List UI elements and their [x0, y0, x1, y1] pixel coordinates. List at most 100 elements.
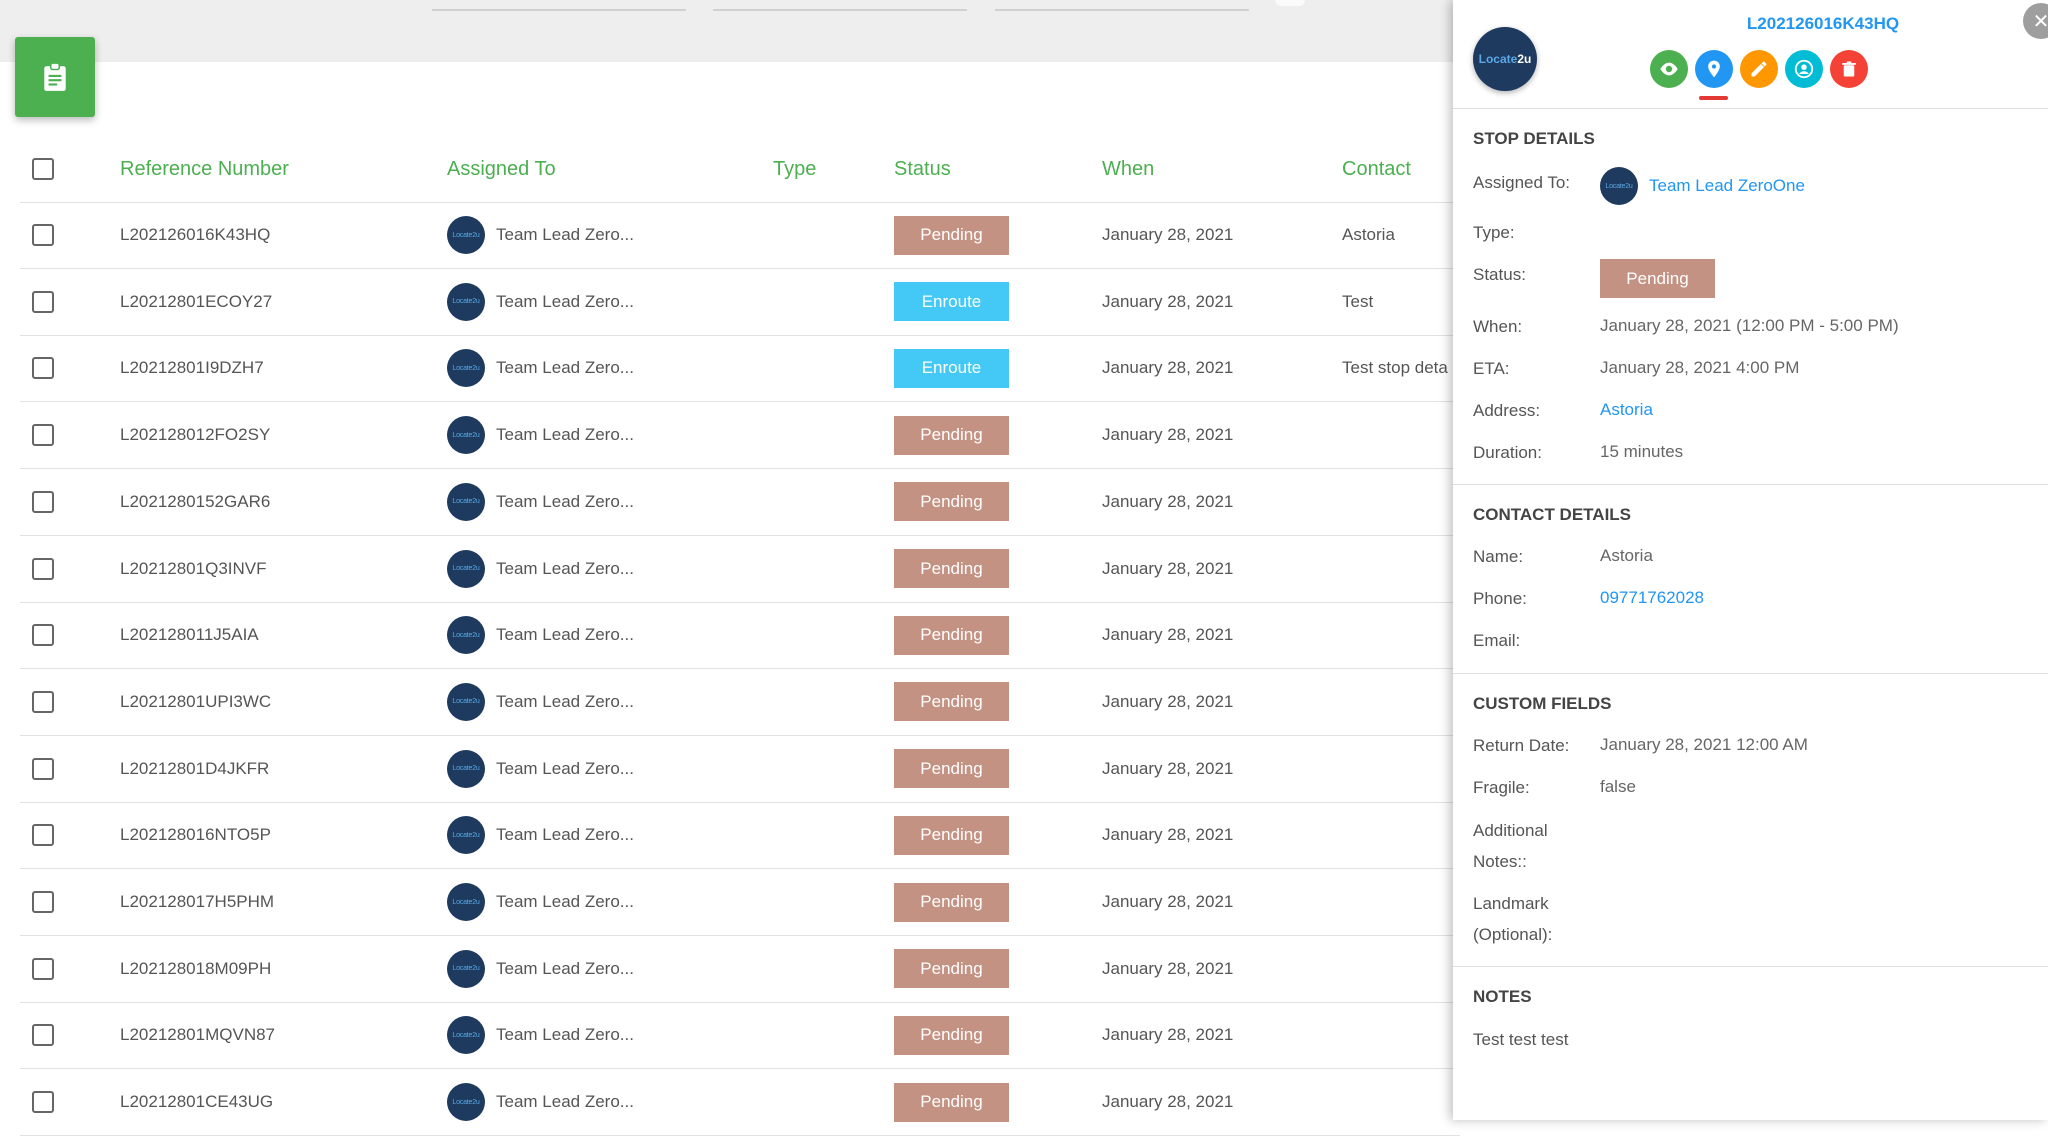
name-label: Name:	[1473, 547, 1524, 566]
assigned-to-cell: Locate2u Team Lead Zero...	[447, 536, 634, 602]
active-action-indicator	[1699, 96, 1728, 100]
when-cell: January 28, 2021	[1102, 1025, 1234, 1045]
row-checkbox[interactable]	[32, 490, 54, 513]
eta-value: January 28, 2021 4:00 PM	[1600, 358, 1800, 377]
contact-cell	[1342, 669, 1452, 735]
pencil-icon	[1751, 61, 1767, 77]
when-label: When:	[1473, 317, 1523, 336]
table-row[interactable]: L20212801D4JKFR Locate2u Team Lead Zero...…	[20, 736, 1460, 803]
row-checkbox[interactable]	[32, 1091, 54, 1114]
slider-knob[interactable]	[1275, 0, 1305, 6]
landmark-label-line2: (Optional):	[1473, 925, 1553, 944]
return-date-label: Return Date:	[1473, 736, 1570, 755]
table-row[interactable]: L202128017H5PHM Locate2u Team Lead Zero...…	[20, 869, 1460, 936]
when-cell: January 28, 2021	[1102, 758, 1234, 778]
avatar: Locate2u	[447, 349, 485, 388]
header-type[interactable]: Type	[773, 157, 817, 180]
row-checkbox[interactable]	[32, 224, 54, 246]
panel-reference-number: L202126016K43HQ	[1746, 14, 1900, 33]
status-badge: Pending	[894, 615, 1009, 655]
landmark-label-line1: Landmark	[1473, 894, 1549, 913]
header-assigned-to[interactable]: Assigned To	[447, 157, 556, 180]
avatar: Locate2u	[447, 682, 485, 721]
header-contact[interactable]: Contact	[1342, 157, 1411, 180]
table-row[interactable]: L2021280152GAR6 Locate2u Team Lead Zero...…	[20, 469, 1460, 536]
select-all-checkbox[interactable]	[32, 158, 54, 180]
phone-link[interactable]: 09771762028	[1600, 588, 1705, 607]
row-checkbox[interactable]	[32, 757, 54, 780]
avatar: Locate2u	[1600, 167, 1638, 205]
filter-field-underline[interactable]	[713, 9, 967, 11]
status-badge: Pending	[894, 949, 1009, 989]
row-checkbox[interactable]	[32, 957, 54, 980]
fragile-value: false	[1600, 777, 1636, 796]
assigned-to-text: Team Lead Zero...	[496, 758, 634, 778]
additional-notes-label-line2: Notes::	[1473, 852, 1527, 871]
row-checkbox[interactable]	[32, 357, 54, 380]
reference-number-cell: L202128018M09PH	[120, 958, 272, 978]
avatar: Locate2u	[447, 1083, 485, 1122]
when-cell: January 28, 2021	[1102, 691, 1234, 711]
table-row[interactable]: L20212801ECOY27 Locate2u Team Lead Zero...…	[20, 269, 1460, 336]
stop-details-heading: STOP DETAILS	[1473, 129, 1595, 148]
when-cell: January 28, 2021	[1102, 825, 1234, 845]
filter-field-underline[interactable]	[995, 9, 1249, 11]
assigned-to-cell: Locate2u Team Lead Zero...	[447, 202, 634, 268]
table-row[interactable]: L202128016NTO5P Locate2u Team Lead Zero...…	[20, 802, 1460, 870]
table-row[interactable]: L202128011J5AIA Locate2u Team Lead Zero...…	[20, 602, 1460, 670]
table-row[interactable]: L20212801MQVN87 Locate2u Team Lead Zero...…	[20, 1002, 1460, 1070]
location-button[interactable]	[1695, 50, 1733, 88]
assigned-to-text: Team Lead Zero...	[496, 1025, 634, 1045]
when-cell: January 28, 2021	[1102, 491, 1234, 511]
email-label: Email:	[1473, 631, 1521, 650]
filter-field-underline[interactable]	[432, 9, 686, 11]
reference-number-cell: L2021280152GAR6	[120, 491, 271, 511]
close-panel-button[interactable]: ✕	[2023, 3, 2048, 39]
row-checkbox[interactable]	[32, 557, 54, 580]
avatar: Locate2u	[447, 949, 485, 988]
when-cell: January 28, 2021	[1102, 958, 1234, 978]
reference-number-cell: L202128016NTO5P	[120, 825, 271, 845]
header-when[interactable]: When	[1102, 157, 1155, 180]
delete-button[interactable]	[1830, 50, 1868, 88]
contact-cell: Test	[1342, 291, 1374, 311]
reference-number-cell: L20212801Q3INVF	[120, 558, 267, 578]
table-row[interactable]: L20212801CE43UG Locate2u Team Lead Zero...…	[20, 1069, 1460, 1136]
status-badge: Pending	[894, 482, 1009, 522]
address-link[interactable]: Astoria	[1600, 400, 1653, 419]
clipboard-button[interactable]	[15, 37, 95, 117]
duration-label: Duration:	[1473, 443, 1542, 462]
assigned-to-cell: Locate2u Team Lead Zero...	[447, 802, 634, 868]
row-checkbox[interactable]	[32, 824, 54, 847]
assigned-to-text: Team Lead Zero...	[496, 691, 634, 711]
row-checkbox[interactable]	[32, 690, 54, 713]
row-checkbox[interactable]	[32, 1024, 54, 1047]
assigned-to-cell: Locate2u Team Lead Zero...	[447, 1002, 634, 1068]
duration-value: 15 minutes	[1600, 442, 1684, 461]
additional-notes-label-line1: Additional	[1473, 821, 1548, 840]
header-status[interactable]: Status	[894, 157, 951, 180]
table-row[interactable]: L20212801I9DZH7 Locate2u Team Lead Zero...…	[20, 335, 1460, 403]
status-badge: Enroute	[894, 282, 1009, 322]
row-checkbox[interactable]	[32, 891, 54, 913]
assigned-driver-link[interactable]: Team Lead ZeroOne	[1649, 176, 1805, 195]
assigned-to-cell: Locate2u Team Lead Zero...	[447, 736, 634, 802]
assigned-to-text: Team Lead Zero...	[496, 491, 634, 511]
row-checkbox[interactable]	[32, 624, 54, 647]
row-checkbox[interactable]	[32, 424, 54, 447]
reference-number-cell: L20212801I9DZH7	[120, 358, 264, 378]
table-row[interactable]: L202128018M09PH Locate2u Team Lead Zero...…	[20, 936, 1460, 1003]
contact-details-heading: CONTACT DETAILS	[1473, 505, 1632, 524]
edit-button[interactable]	[1740, 50, 1778, 88]
header-reference-number[interactable]: Reference Number	[120, 157, 289, 180]
table-row[interactable]: L202126016K43HQ Locate2u Team Lead Zero...…	[20, 202, 1460, 269]
assign-user-button[interactable]	[1785, 50, 1823, 88]
row-checkbox[interactable]	[32, 290, 54, 313]
table-row[interactable]: L20212801UPI3WC Locate2u Team Lead Zero...…	[20, 669, 1460, 736]
view-button[interactable]	[1650, 50, 1688, 88]
table-row[interactable]: L202128012FO2SY Locate2u Team Lead Zero...…	[20, 402, 1460, 470]
reference-number-cell: L20212801CE43UG	[120, 1092, 274, 1112]
table-row[interactable]: L20212801Q3INVF Locate2u Team Lead Zero...…	[20, 536, 1460, 603]
status-badge: Pending	[894, 882, 1009, 922]
assigned-to-value: Locate2u Team Lead ZeroOne	[1600, 167, 1805, 205]
